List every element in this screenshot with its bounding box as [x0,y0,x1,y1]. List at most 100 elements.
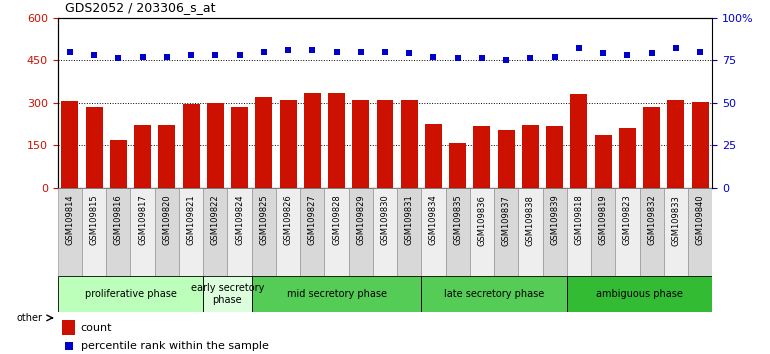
Text: late secretory phase: late secretory phase [444,289,544,299]
Bar [300,188,324,276]
Bar [276,188,300,276]
Bar [474,126,490,188]
Point [403,51,415,56]
Bar [591,188,615,276]
Bar [252,188,276,276]
Point [330,49,343,55]
Bar [155,188,179,276]
Bar [58,276,203,312]
Text: GSM109820: GSM109820 [162,195,172,245]
Bar [377,101,393,188]
Text: ambiguous phase: ambiguous phase [596,289,683,299]
Bar [421,276,567,312]
Bar [203,276,252,312]
Bar [446,188,470,276]
Bar [207,103,224,188]
Point [161,54,173,59]
Bar [571,94,588,188]
Bar [373,188,397,276]
Bar [567,276,712,312]
Bar [304,93,321,188]
Text: GSM109831: GSM109831 [405,195,413,245]
Text: GSM109823: GSM109823 [623,195,632,245]
Text: GSM109839: GSM109839 [551,195,559,245]
Point [62,343,75,348]
Text: GSM109835: GSM109835 [454,195,462,245]
Bar [106,188,130,276]
Text: GSM109838: GSM109838 [526,195,535,246]
Bar [615,188,640,276]
Point [500,57,512,63]
Bar [62,320,75,335]
Point [136,54,149,59]
Bar [668,100,685,188]
Bar [82,188,106,276]
Text: GSM109814: GSM109814 [65,195,75,245]
Text: other: other [16,313,42,323]
Bar [619,128,636,188]
Bar [449,143,466,188]
Point [379,49,391,55]
Bar [522,125,539,188]
Bar [567,188,591,276]
Bar [688,188,712,276]
Point [427,54,440,59]
Text: GSM109824: GSM109824 [235,195,244,245]
Point [185,52,197,58]
Point [451,56,464,61]
Point [112,56,125,61]
Text: GSM109826: GSM109826 [283,195,293,245]
Bar [110,140,127,188]
Point [88,52,100,58]
Text: GSM109828: GSM109828 [332,195,341,245]
Bar [280,101,296,188]
Bar [324,188,349,276]
Text: GSM109830: GSM109830 [380,195,390,245]
Point [597,51,609,56]
Text: percentile rank within the sample: percentile rank within the sample [81,341,269,350]
Bar [85,107,102,188]
Point [670,45,682,51]
Bar [425,124,442,188]
Bar [353,101,370,188]
Bar [328,93,345,188]
Point [64,49,76,55]
Text: GSM109840: GSM109840 [695,195,705,245]
Text: GDS2052 / 203306_s_at: GDS2052 / 203306_s_at [65,1,216,14]
Point [476,56,488,61]
Point [306,47,319,53]
Bar [182,104,199,188]
Bar [594,135,611,188]
Point [258,49,270,55]
Text: GSM109837: GSM109837 [502,195,511,246]
Bar [421,188,446,276]
Bar [470,188,494,276]
Bar [640,188,664,276]
Point [645,51,658,56]
Text: count: count [81,322,112,333]
Bar [130,188,155,276]
Point [524,56,537,61]
Text: GSM109827: GSM109827 [308,195,316,245]
Bar [643,107,660,188]
Bar [349,188,373,276]
Text: GSM109833: GSM109833 [671,195,681,246]
Bar [543,188,567,276]
Text: GSM109834: GSM109834 [429,195,438,245]
Text: GSM109825: GSM109825 [259,195,268,245]
Text: GSM109817: GSM109817 [138,195,147,245]
Point [694,49,706,55]
Point [548,54,561,59]
Point [282,47,294,53]
Bar [691,102,708,188]
Text: GSM109815: GSM109815 [89,195,99,245]
Bar [58,188,82,276]
Bar [546,126,563,188]
Bar [227,188,252,276]
Text: GSM109829: GSM109829 [357,195,365,245]
Text: GSM109821: GSM109821 [186,195,196,245]
Bar [664,188,688,276]
Bar [256,97,273,188]
Text: proliferative phase: proliferative phase [85,289,176,299]
Bar [231,108,248,188]
